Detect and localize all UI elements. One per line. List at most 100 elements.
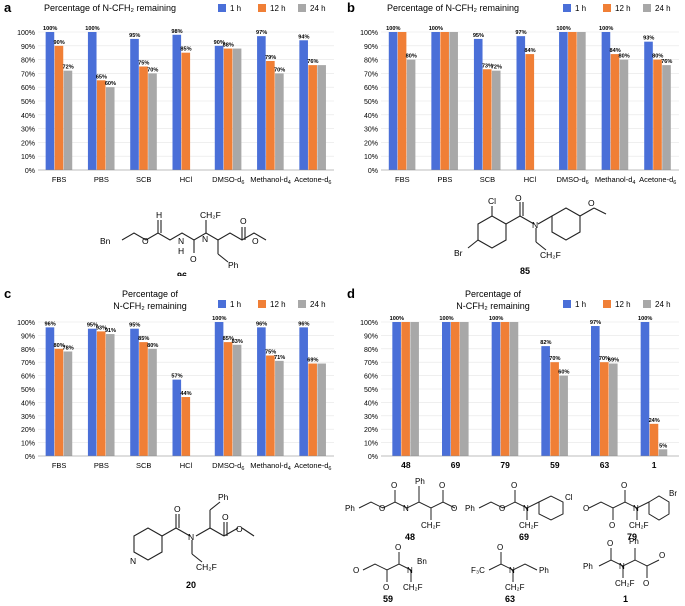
- struct-label: O: [607, 539, 613, 548]
- chart-title: Percentage of: [465, 289, 522, 299]
- bar: [601, 32, 611, 170]
- y-tick-label: 80%: [21, 347, 35, 354]
- legend-label: 12 h: [270, 300, 286, 309]
- data-label: 96%: [298, 321, 309, 327]
- y-tick-label: 100%: [360, 30, 378, 37]
- y-tick-label: 70%: [364, 71, 378, 78]
- struct-label: Cl: [488, 196, 496, 206]
- data-label: 100%: [599, 26, 613, 32]
- data-label: 80%: [406, 54, 417, 60]
- compound-number-63: 63: [505, 594, 515, 604]
- data-label: 69%: [608, 358, 619, 364]
- data-label: 79%: [265, 55, 276, 61]
- y-tick-label: 70%: [364, 360, 378, 367]
- y-tick-label: 30%: [364, 127, 378, 134]
- bar: [406, 59, 416, 170]
- bar: [451, 322, 460, 456]
- struct-label: O: [174, 504, 181, 514]
- struct-label: N: [202, 234, 208, 244]
- bar: [266, 355, 275, 456]
- bar: [54, 348, 64, 456]
- data-label: 84%: [524, 48, 535, 54]
- chart-title: Percentage of: [122, 289, 179, 299]
- struct-label: CH₂F: [200, 210, 221, 220]
- data-label: 84%: [610, 48, 621, 54]
- x-tick-label: HCl: [180, 175, 193, 184]
- bar: [214, 45, 224, 170]
- compound-number-59: 59: [383, 594, 393, 604]
- struct-label: CH₂F: [519, 521, 539, 530]
- structure-96: Bn O H N H O N CH₂F O O Ph 96: [100, 210, 267, 276]
- bar: [232, 48, 242, 171]
- y-tick-label: 10%: [21, 441, 35, 448]
- subscript: 6: [328, 466, 331, 471]
- struct-label: Bn: [417, 557, 427, 566]
- x-tick-label: Methanol-d4: [250, 461, 291, 471]
- data-label: 57%: [171, 374, 182, 380]
- struct-label: Ph: [539, 566, 549, 575]
- subscript: 6: [328, 180, 331, 185]
- y-tick-label: 90%: [364, 44, 378, 51]
- bar: [87, 328, 97, 456]
- struct-label: CH₂F: [629, 521, 649, 530]
- y-tick-label: 40%: [21, 400, 35, 407]
- struct-label: Ph: [345, 504, 355, 513]
- data-label: 70%: [147, 67, 158, 73]
- x-tick-label: Methanol-d4: [595, 175, 636, 185]
- data-label: 70%: [599, 356, 610, 362]
- chart-panel-a: a Percentage of N-CFH₂ remaining 1 h 12 h 24…: [4, 0, 334, 185]
- bar: [317, 65, 326, 170]
- y-tick-label: 20%: [21, 427, 35, 434]
- legend-swatch: [298, 4, 306, 12]
- struct-label: F₃C: [471, 566, 485, 575]
- struct-label: CH₂F: [196, 562, 217, 572]
- bar: [299, 327, 308, 456]
- legend-swatch: [603, 4, 611, 12]
- legend-swatch: [218, 300, 226, 308]
- struct-label: O: [190, 254, 197, 264]
- bar: [275, 360, 284, 456]
- bar: [541, 346, 550, 456]
- panel-letter: d: [347, 286, 355, 301]
- bar: [658, 449, 668, 456]
- bar: [516, 36, 526, 170]
- struct-label: Ph: [415, 478, 425, 486]
- struct-label: O: [240, 216, 247, 226]
- bar: [591, 326, 600, 456]
- legend-swatch: [563, 4, 571, 12]
- y-tick-label: 80%: [364, 347, 378, 354]
- struct-label: N: [509, 566, 515, 575]
- x-tick-label: DMSO-d6: [556, 175, 588, 185]
- data-label: 97%: [590, 320, 601, 326]
- bar: [653, 59, 662, 170]
- legend-swatch: [643, 300, 651, 308]
- struct-label: O: [395, 543, 401, 552]
- legend-swatch: [298, 300, 306, 308]
- y-tick-label: 20%: [364, 427, 378, 434]
- bar: [63, 70, 73, 170]
- legend-label: 1 h: [230, 300, 241, 309]
- legend-swatch: [258, 4, 266, 12]
- data-label: 100%: [638, 316, 652, 322]
- bar: [105, 87, 115, 170]
- data-label: 72%: [491, 65, 502, 71]
- bar: [449, 32, 458, 170]
- bar: [600, 362, 609, 456]
- subscript: 6: [241, 466, 244, 471]
- data-label: 70%: [274, 67, 285, 73]
- struct-label: O: [236, 524, 243, 534]
- data-label: 100%: [212, 316, 226, 322]
- bar: [473, 38, 483, 171]
- data-label: 91%: [105, 328, 116, 334]
- struct-label: O: [391, 481, 397, 490]
- data-label: 98%: [171, 29, 182, 35]
- struct-label: O: [621, 481, 627, 490]
- bar: [491, 70, 501, 170]
- structure-20: N O N CH₂F Ph O O 20: [130, 492, 255, 590]
- bar: [308, 65, 317, 170]
- y-tick-label: 30%: [21, 414, 35, 421]
- data-label: 75%: [265, 350, 276, 356]
- subscript: 6: [241, 180, 244, 185]
- bar: [130, 328, 139, 456]
- struct-label: O: [609, 521, 615, 530]
